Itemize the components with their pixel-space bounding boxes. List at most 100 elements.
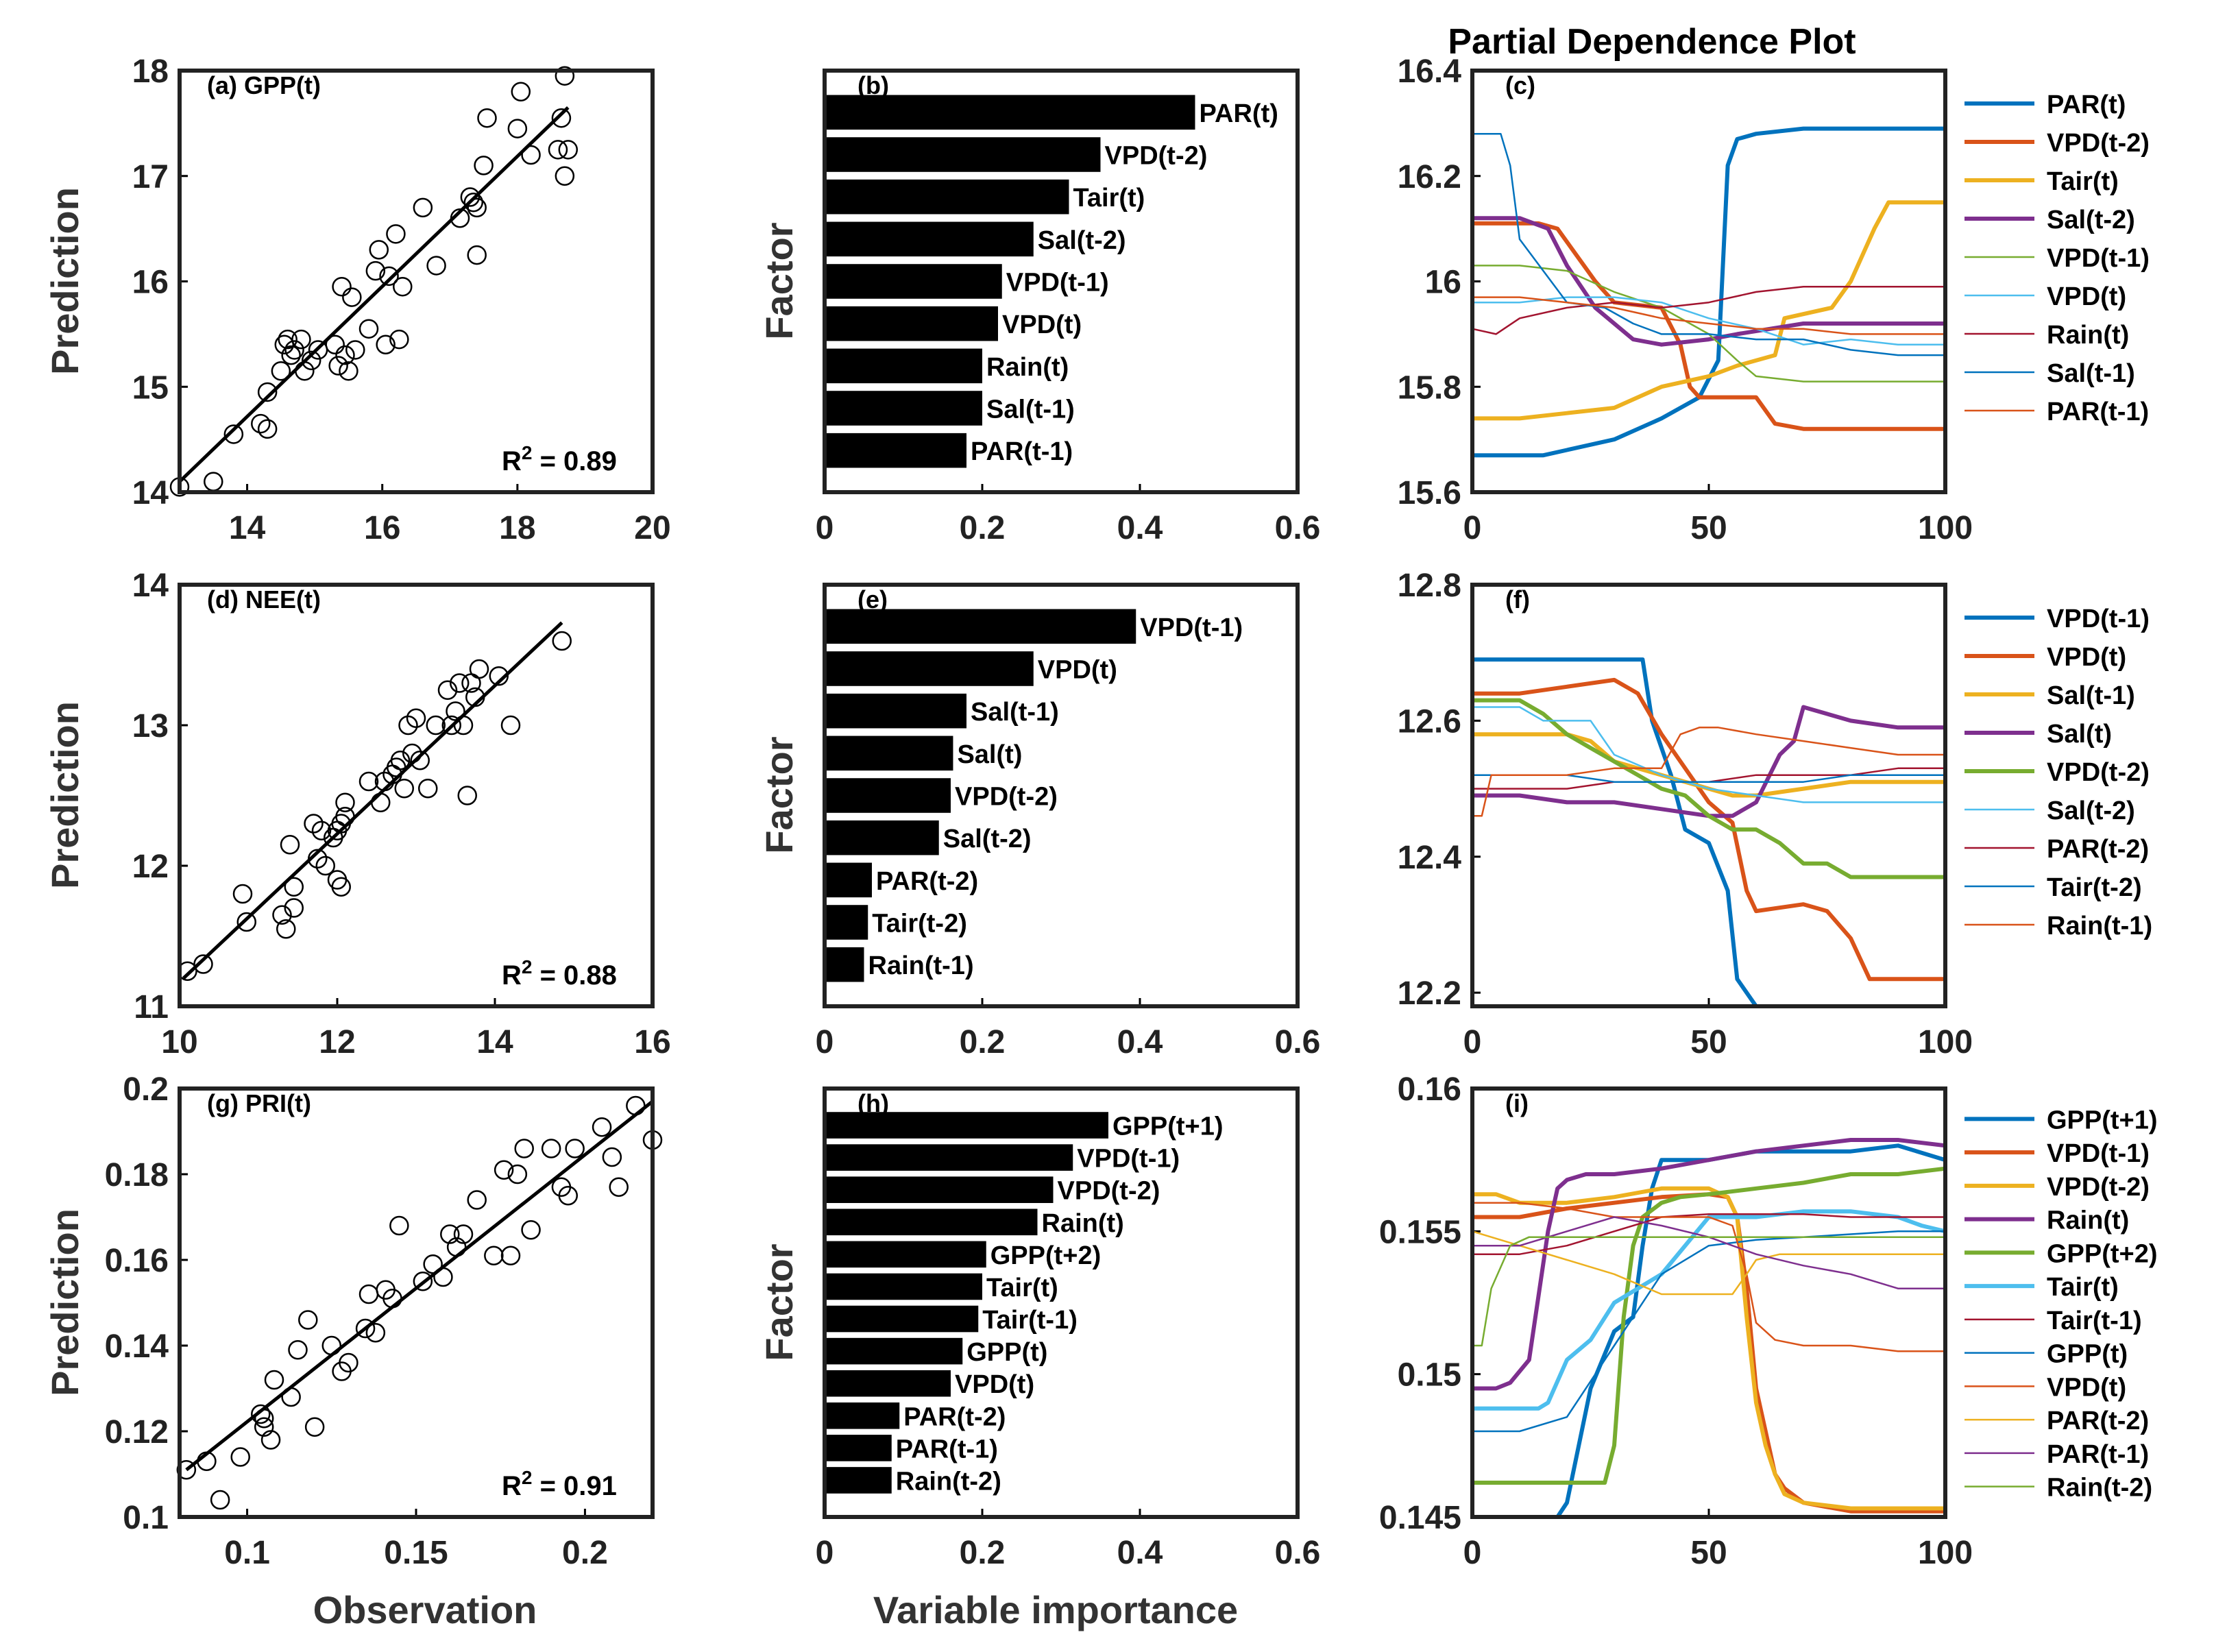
bar	[825, 693, 966, 729]
data-point	[311, 821, 332, 840]
bar-label: VPD(t)	[955, 1370, 1034, 1399]
regression-line	[185, 1100, 654, 1472]
axes-frame	[178, 69, 655, 494]
data-point	[328, 356, 348, 376]
x-tick-label: 100	[1918, 1024, 1973, 1060]
x-tick-label: 0.4	[1117, 1535, 1163, 1571]
bar-label: Rain(t-1)	[868, 951, 974, 980]
series-line-gpp-t-	[1472, 1230, 1945, 1433]
bar-label: Sal(t-2)	[943, 825, 1032, 853]
y-tick-label: 0.16	[1398, 1071, 1461, 1108]
y-tick-label: 0.145	[1379, 1500, 1461, 1536]
data-point	[288, 1340, 308, 1360]
bar-label: Tair(t)	[986, 1274, 1058, 1302]
data-point	[376, 335, 396, 354]
data-point	[558, 140, 579, 160]
data-point	[514, 1139, 534, 1158]
series-line-par-t-2-	[1472, 767, 1945, 790]
x-tick-label: 0.4	[1117, 510, 1163, 546]
axes-frame	[178, 1086, 655, 1519]
data-point	[342, 287, 362, 307]
legend-label: PAR(t-1)	[2047, 398, 2149, 426]
bar	[825, 1241, 986, 1268]
data-point	[413, 197, 433, 218]
bar-label: Sal(t)	[957, 740, 1022, 769]
series-line-vpd-t-	[1472, 1202, 1945, 1352]
y-tick-label: 12	[132, 849, 169, 885]
r-squared-r: R	[502, 960, 522, 991]
data-point	[386, 224, 406, 244]
bar-label: GPP(t)	[966, 1338, 1047, 1367]
y-tick-label: 12.6	[1398, 703, 1461, 740]
bar-label: GPP(t+1)	[1112, 1113, 1224, 1141]
regression-line	[182, 621, 563, 980]
data-point	[469, 659, 489, 679]
data-point	[251, 413, 271, 434]
bar	[825, 179, 1069, 215]
series-line-sal-t-2-	[1472, 706, 1945, 803]
legend-label: Tair(t-1)	[2047, 1307, 2142, 1335]
r-squared-r: R	[502, 1471, 522, 1501]
bar	[825, 1402, 900, 1429]
panel-b: Factor 0 0.2 0.4 0.6 PAR(t) VPD(t-2) Tair(t) Sal…	[757, 69, 1320, 546]
bar-label: VPD(t)	[1038, 656, 1117, 685]
regression-line	[178, 106, 570, 483]
bar	[825, 1435, 892, 1461]
data-point	[281, 345, 301, 365]
data-point	[467, 1190, 487, 1210]
series-line-rain-t-	[1472, 1138, 1945, 1391]
bar	[825, 1208, 1038, 1236]
x-tick-label: 0.1	[224, 1535, 270, 1571]
x-tick-label: 50	[1690, 1535, 1727, 1571]
x-tick-label: 0	[816, 1024, 834, 1060]
data-point	[369, 240, 389, 260]
legend-label: VPD(t-1)	[2047, 244, 2150, 273]
legend-label: Sal(t-1)	[2047, 681, 2135, 710]
data-point	[325, 335, 345, 354]
data-point	[272, 905, 292, 925]
r-squared-value: = 0.89	[532, 446, 616, 476]
bar	[825, 736, 953, 771]
panel-f: 0 50 100 12.2 12.4 12.6 12.8 (f) VPD(t-1) VPD(t) S…	[1398, 568, 2153, 1060]
panel-c: 0 50 100 15.6 15.8 16 16.2 16.4 (c) PAR(t) VPD(t-2…	[1398, 53, 2150, 546]
data-point	[450, 673, 470, 693]
y-tick-label: 16.4	[1398, 53, 1462, 90]
data-point	[304, 814, 324, 834]
x-tick-label: 0.2	[960, 1535, 1006, 1571]
y-axis-label: Factor	[757, 1243, 801, 1361]
series-line-rain-t-	[1472, 285, 1945, 335]
bar	[825, 778, 951, 813]
axes-frame	[178, 583, 655, 1008]
data-point	[257, 382, 278, 402]
legend-label: Tair(t-2)	[2047, 873, 2142, 902]
data-point	[511, 82, 531, 101]
r-squared-sup: 2	[522, 956, 533, 977]
data-point	[254, 1417, 274, 1437]
data-point	[418, 779, 438, 799]
x-tick-label: 18	[499, 510, 535, 546]
data-point	[204, 472, 223, 491]
y-tick-label: 0.1	[123, 1500, 169, 1536]
data-point	[393, 276, 413, 297]
bar-label: Rain(t-2)	[896, 1467, 1001, 1496]
data-point	[484, 1246, 504, 1265]
data-point	[345, 340, 365, 360]
series-line-par-t-1-	[1472, 296, 1945, 335]
bar-label: VPD(t-2)	[955, 783, 1058, 812]
data-point	[291, 329, 311, 350]
data-point	[609, 1177, 629, 1197]
series-line-vpd-t-1-	[1472, 657, 1945, 1006]
axes-frame	[1470, 69, 1947, 494]
series-line-tair-t-1-	[1472, 1213, 1945, 1255]
data-point	[489, 666, 509, 686]
r-squared-value: = 0.91	[532, 1471, 616, 1501]
data-point	[467, 197, 487, 218]
y-axis-label: Prediction	[43, 187, 86, 375]
series-line-par-t-	[1472, 126, 1945, 458]
data-point	[284, 898, 304, 918]
bar-label: Sal(t-1)	[971, 698, 1059, 727]
series-line-sal-t-1-	[1472, 132, 1945, 356]
y-tick-label: 0.12	[105, 1414, 169, 1450]
y-tick-label: 0.15	[1398, 1357, 1461, 1394]
series-line-vpd-t-2-	[1472, 698, 1945, 879]
